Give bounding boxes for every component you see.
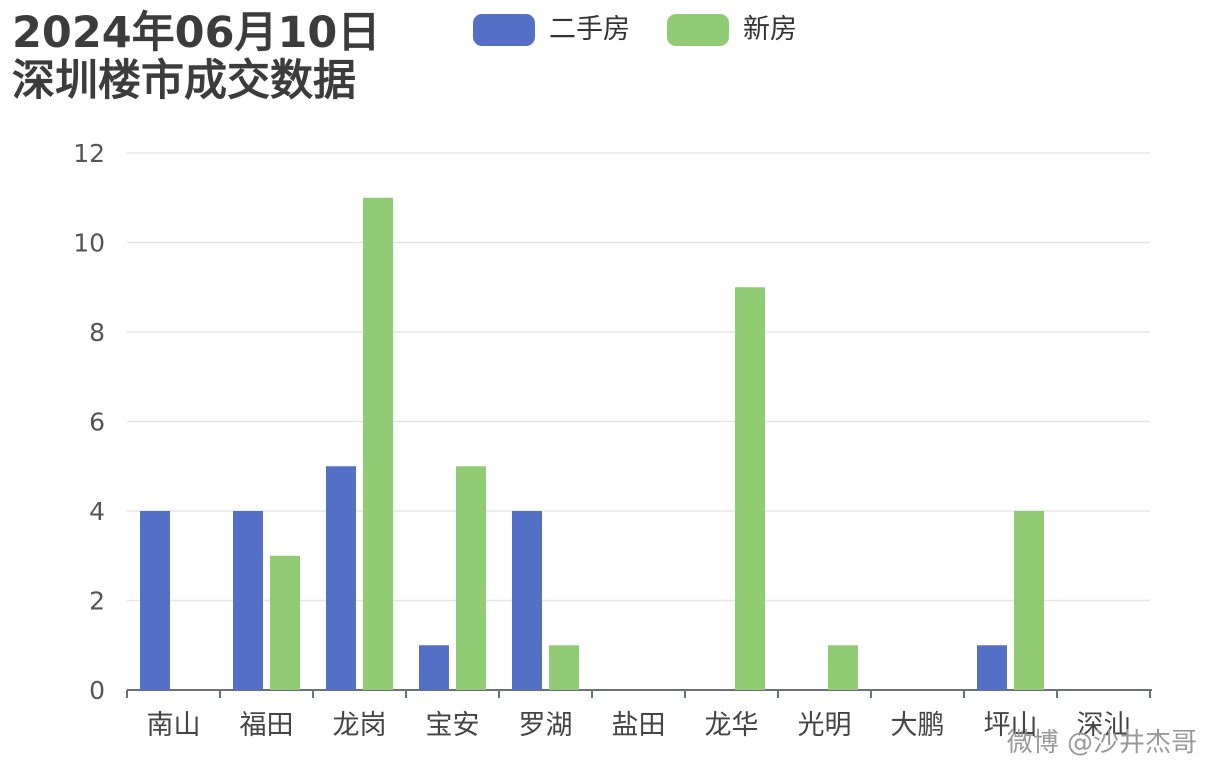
bar-secondhand-宝安 (419, 645, 449, 690)
bar-newhome-罗湖 (549, 645, 579, 690)
y-tick-label: 10 (73, 229, 105, 258)
bar-newhome-福田 (270, 555, 300, 690)
x-tick-label: 宝安 (426, 710, 480, 741)
y-tick-label: 6 (89, 408, 105, 437)
y-tick-label: 4 (89, 497, 105, 526)
legend-swatch-secondhand (473, 14, 535, 46)
bar-newhome-龙华 (735, 287, 765, 690)
bar-newhome-龙岗 (363, 197, 393, 690)
legend-label-newhome: 新房 (743, 14, 797, 45)
x-tick-label: 光明 (798, 710, 852, 741)
bar-secondhand-龙岗 (326, 466, 356, 690)
y-tick-label: 2 (89, 587, 105, 616)
y-tick-label: 8 (89, 318, 105, 347)
chart-title-date: 2024年06月10日 (12, 8, 381, 58)
bar-secondhand-坪山 (977, 645, 1007, 690)
legend-swatch-newhome (667, 14, 729, 46)
bar-newhome-坪山 (1014, 511, 1044, 690)
chart-title: 深圳楼市成交数据 (12, 56, 356, 106)
x-tick-label: 龙华 (705, 710, 759, 741)
y-tick-label: 0 (89, 676, 105, 705)
bar-secondhand-罗湖 (512, 511, 542, 690)
x-tick-label: 坪山 (984, 710, 1038, 741)
bar-secondhand-福田 (233, 511, 263, 690)
x-tick-label: 南山 (147, 710, 201, 741)
bar-newhome-光明 (828, 645, 858, 690)
bar-secondhand-南山 (140, 511, 170, 690)
bar-newhome-宝安 (456, 466, 486, 690)
x-tick-label: 盐田 (612, 710, 666, 741)
x-tick-label: 福田 (240, 710, 294, 741)
watermark: 微博 @沙井杰哥 (1006, 728, 1197, 758)
x-tick-label: 大鹏 (891, 710, 945, 741)
x-tick-label: 罗湖 (519, 710, 573, 741)
x-tick-label: 深汕 (1077, 710, 1131, 741)
y-tick-label: 12 (73, 139, 105, 168)
x-tick-label: 龙岗 (333, 710, 387, 741)
legend-label-secondhand: 二手房 (549, 14, 630, 45)
